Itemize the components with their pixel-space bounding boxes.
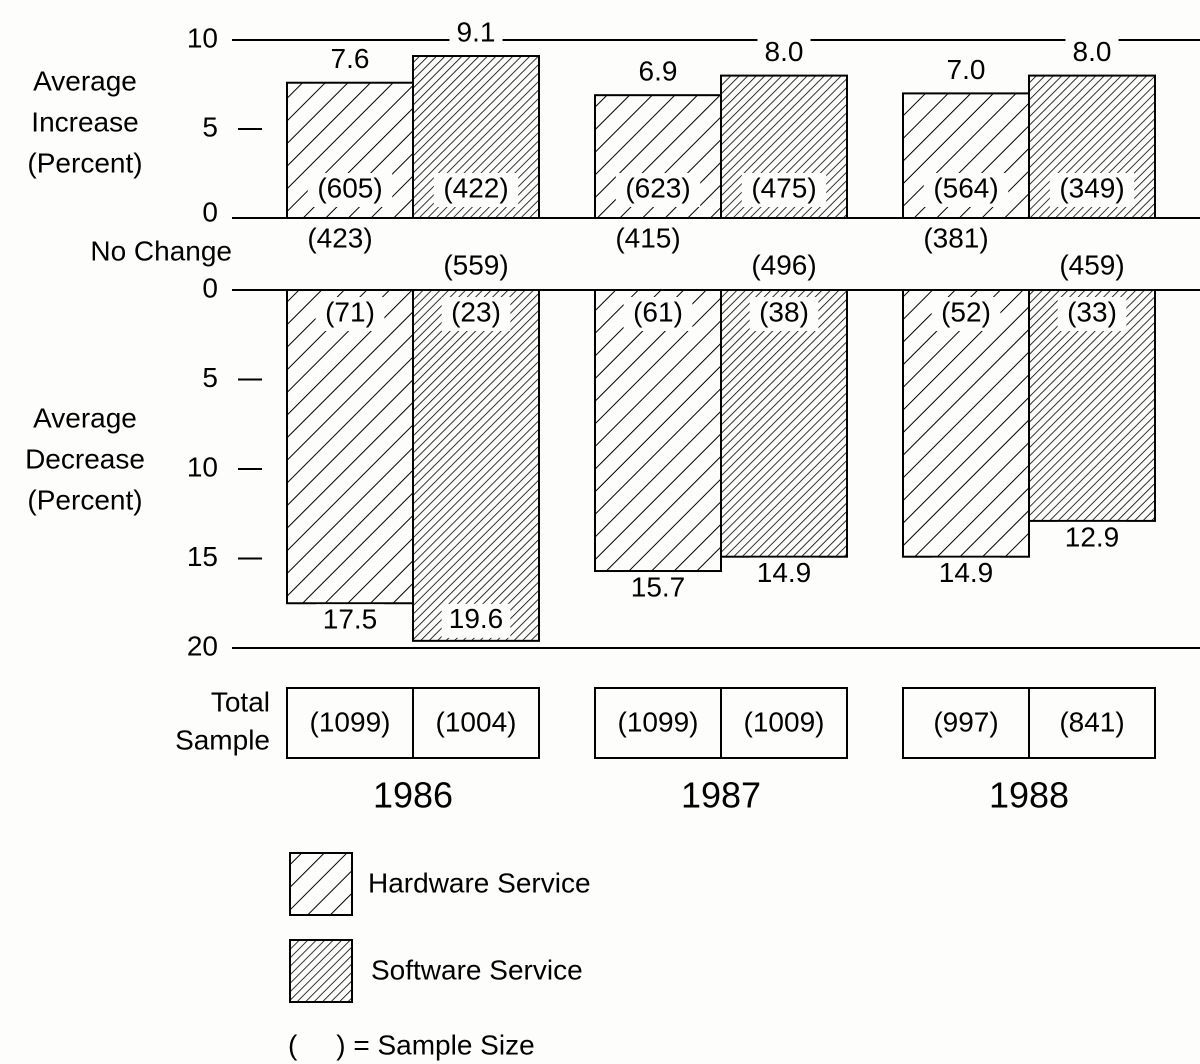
bar <box>286 289 414 605</box>
total-box <box>412 687 540 759</box>
label-bg <box>631 56 685 91</box>
total-sample-size: (841) <box>1059 706 1124 737</box>
legend-note: ( ) = Sample Size <box>288 1029 535 1060</box>
sample-size: (61) <box>633 296 683 327</box>
no-change-size: (415) <box>615 222 680 253</box>
total-sample-size: (997) <box>933 706 998 737</box>
no-change-size: (381) <box>923 222 988 253</box>
no-change-size: (459) <box>1059 249 1124 280</box>
sample-size: (422) <box>443 172 508 203</box>
label-bg <box>749 557 819 592</box>
sample-size: (23) <box>451 296 501 327</box>
label-bg <box>931 297 1001 331</box>
label-bg <box>449 17 503 52</box>
label-bg <box>623 297 693 331</box>
total-sample-size: (1099) <box>310 706 391 737</box>
sample-size: (623) <box>625 172 690 203</box>
label-bg <box>1057 521 1127 556</box>
no-change-size: (423) <box>307 222 372 253</box>
total-sample-size: (1099) <box>618 706 699 737</box>
total-sample-label: Total <box>211 686 270 717</box>
y-tick-label: 5 <box>202 111 218 142</box>
value-label: 19.6 <box>449 603 504 634</box>
no-change-size: (559) <box>443 249 508 280</box>
legend-swatch <box>289 852 353 916</box>
bar <box>902 289 1030 558</box>
value-label: 12.9 <box>1065 521 1120 552</box>
value-label: 14.9 <box>757 557 812 588</box>
label-bg <box>931 557 1001 592</box>
total-box <box>1028 687 1156 759</box>
bar <box>720 289 848 558</box>
value-label: 14.9 <box>939 557 994 588</box>
y-tick-label: 10 <box>187 22 218 53</box>
value-label: 7.6 <box>331 43 370 74</box>
y-axis-label: Increase <box>31 106 138 137</box>
label-bg <box>757 36 811 71</box>
value-label: 9.1 <box>457 16 496 47</box>
sample-size: (475) <box>751 172 816 203</box>
label-bg <box>433 173 519 207</box>
sample-size: (564) <box>933 172 998 203</box>
sample-size: (52) <box>941 296 991 327</box>
bar <box>594 289 722 573</box>
sample-size: (349) <box>1059 172 1124 203</box>
sample-size: (71) <box>325 296 375 327</box>
label-bg <box>441 603 511 638</box>
x-tick-label: 1986 <box>373 775 453 816</box>
label-bg <box>623 572 693 607</box>
legend-label: Hardware Service <box>368 867 591 898</box>
sample-size: (605) <box>317 172 382 203</box>
value-label: 6.9 <box>639 56 678 87</box>
sample-size: (33) <box>1067 296 1117 327</box>
y-axis-label: (Percent) <box>27 147 142 178</box>
total-sample-label: Sample <box>175 724 270 755</box>
label-bg <box>749 297 819 331</box>
total-sample-size: (1004) <box>436 706 517 737</box>
total-sample-size: (1009) <box>744 706 825 737</box>
label-bg <box>1057 297 1127 331</box>
total-box <box>720 687 848 759</box>
label-bg <box>307 173 393 207</box>
y-axis-label: Decrease <box>25 443 145 474</box>
y-tick-label: 0 <box>202 196 218 227</box>
value-label: 8.0 <box>1073 36 1112 67</box>
label-bg <box>1049 173 1135 207</box>
legend-swatch <box>289 939 353 1003</box>
y-tick-label: 15 <box>187 541 218 572</box>
label-bg <box>939 54 993 89</box>
x-tick-label: 1988 <box>989 775 1069 816</box>
value-label: 8.0 <box>765 36 804 67</box>
label-bg <box>315 604 385 639</box>
no-change-label: No Change <box>90 235 232 266</box>
no-change-size: (496) <box>751 249 816 280</box>
label-bg <box>741 173 827 207</box>
sample-size: (38) <box>759 296 809 327</box>
label-bg <box>441 297 511 331</box>
y-axis-label: (Percent) <box>27 484 142 515</box>
label-bg <box>315 297 385 331</box>
value-label: 15.7 <box>631 571 686 602</box>
label-bg <box>615 173 701 207</box>
y-axis-label: Average <box>33 402 137 433</box>
y-tick-label: 20 <box>187 630 218 661</box>
label-bg <box>323 43 377 78</box>
y-tick-label: 5 <box>202 362 218 393</box>
value-label: 7.0 <box>947 54 986 85</box>
y-tick-label: 10 <box>187 451 218 482</box>
label-bg <box>1065 36 1119 71</box>
y-tick-label: 0 <box>202 272 218 303</box>
label-bg <box>923 173 1009 207</box>
bar <box>412 289 540 642</box>
x-tick-label: 1987 <box>681 775 761 816</box>
value-label: 17.5 <box>323 604 378 635</box>
y-axis-label: Average <box>33 65 137 96</box>
legend-label: Software Service <box>371 954 583 985</box>
